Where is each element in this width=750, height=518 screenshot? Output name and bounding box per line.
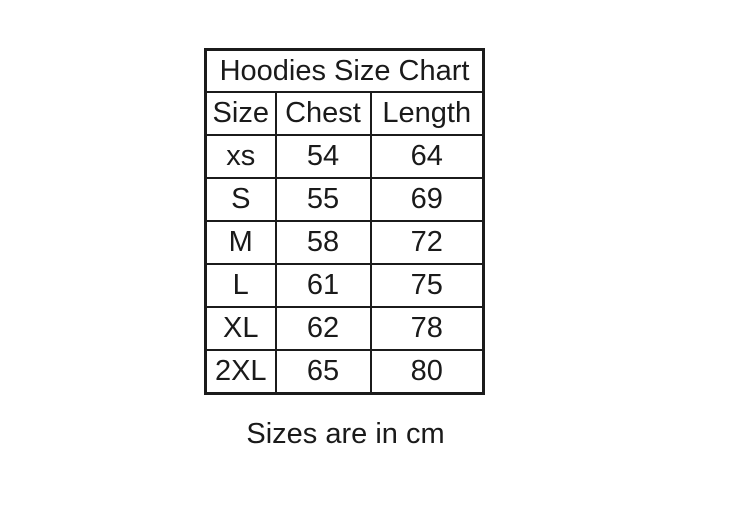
cell-chest: 58 [274, 220, 372, 265]
cell-chest: 54 [274, 134, 372, 179]
table-title-row: Hoodies Size Chart [204, 48, 485, 93]
cell-chest: 61 [274, 263, 372, 308]
table-header-row: Size Chest Length [204, 91, 485, 136]
cell-size: S [204, 177, 277, 222]
column-header-length: Length [369, 91, 485, 136]
cell-length: 72 [369, 220, 485, 265]
cell-length: 75 [369, 263, 485, 308]
units-note: Sizes are in cm [246, 418, 445, 450]
cell-chest: 55 [274, 177, 372, 222]
table-row-s: S 55 69 [204, 177, 485, 222]
cell-size: xs [204, 134, 277, 179]
column-header-size: Size [204, 91, 277, 136]
cell-chest: 65 [274, 349, 372, 395]
table-row-2xl: 2XL 65 80 [204, 349, 485, 395]
table-title: Hoodies Size Chart [204, 48, 485, 93]
cell-length: 69 [369, 177, 485, 222]
cell-length: 80 [369, 349, 485, 395]
cell-chest: 62 [274, 306, 372, 351]
table-row-xs: xs 54 64 [204, 134, 485, 179]
cell-length: 64 [369, 134, 485, 179]
cell-size: M [204, 220, 277, 265]
table-row-l: L 61 75 [204, 263, 485, 308]
column-header-chest: Chest [274, 91, 372, 136]
cell-size: L [204, 263, 277, 308]
cell-size: XL [204, 306, 277, 351]
table-row-xl: XL 62 78 [204, 306, 485, 351]
cell-size: 2XL [204, 349, 277, 395]
size-chart-table: Hoodies Size Chart Size Chest Length xs … [204, 48, 485, 395]
table-row-m: M 58 72 [204, 220, 485, 265]
cell-length: 78 [369, 306, 485, 351]
